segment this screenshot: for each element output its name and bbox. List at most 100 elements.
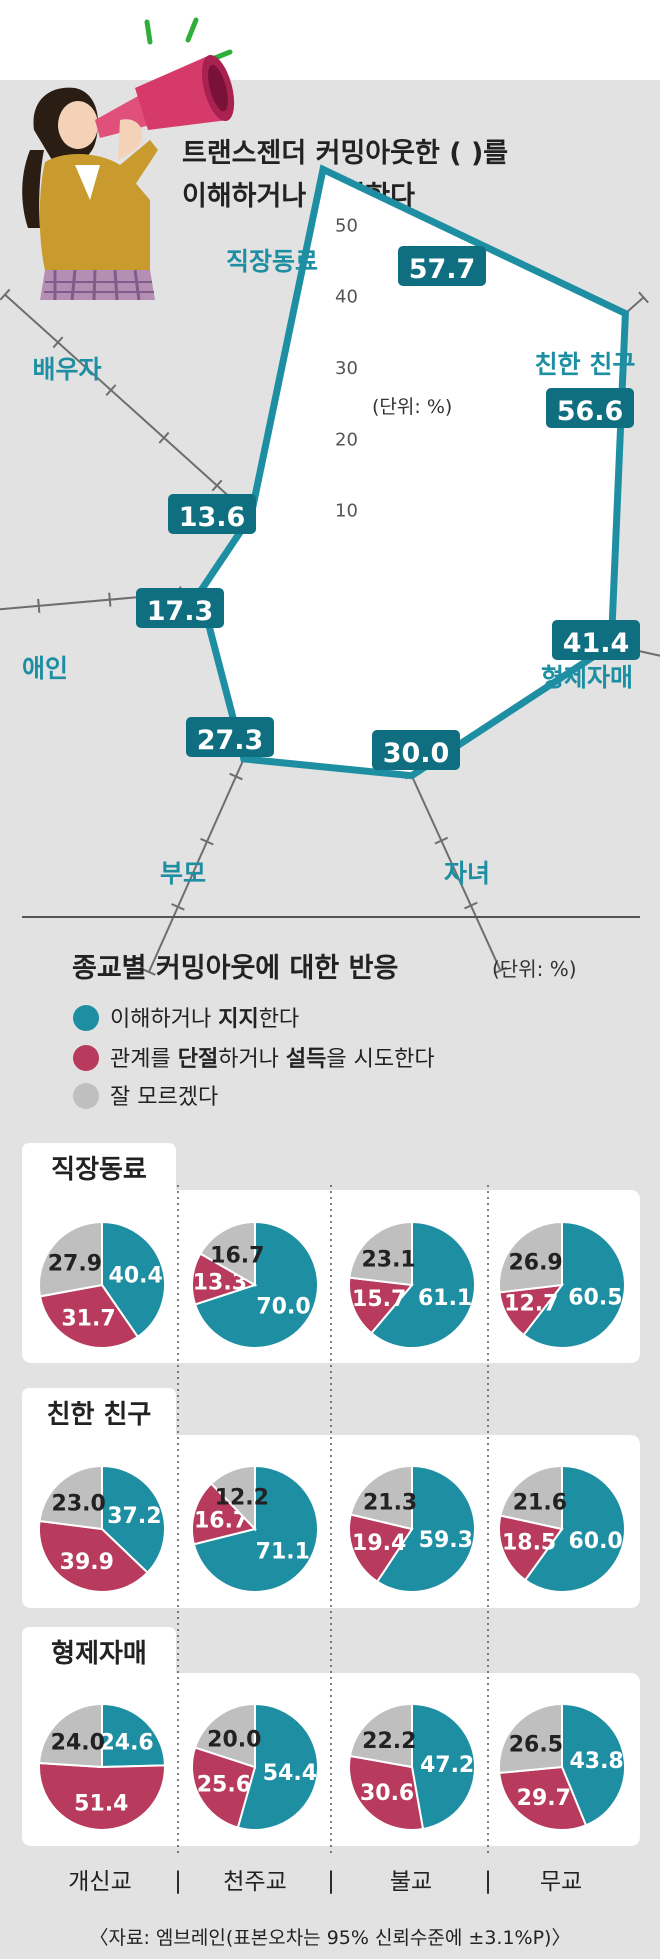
- radar-tick-mark: [434, 836, 449, 845]
- pie-value-label: 29.7: [517, 1786, 571, 1811]
- radar-tick-mark: [638, 291, 649, 304]
- pie-value-label: 60.0: [568, 1529, 622, 1554]
- pie-slice: [193, 1702, 256, 1769]
- megaphone-illustration: [22, 17, 235, 301]
- radar-value-label: 41.4: [563, 628, 630, 659]
- pie-section-unit: (단위: %): [492, 957, 577, 981]
- radar-axis-label: 애인: [22, 654, 68, 683]
- pie-value-label: 21.6: [513, 1491, 567, 1516]
- radar-value-label: 27.3: [197, 725, 264, 756]
- religion-labels: 개신교 천주교 불교 무교 | | |: [68, 1868, 582, 1895]
- legend-swatch: [73, 1083, 99, 1109]
- pie-value-label: 51.4: [74, 1791, 128, 1816]
- pie-slice: [38, 1761, 166, 1831]
- radar-tick-mark: [0, 288, 11, 301]
- pie-value-label: 19.4: [352, 1531, 406, 1556]
- radar-axis-label: 자녀: [444, 859, 490, 888]
- pie-value-label: 26.5: [509, 1732, 563, 1757]
- pie-value-label: 22.2: [362, 1729, 416, 1754]
- pie-slice: [375, 1464, 476, 1593]
- pie-value-label: 18.5: [502, 1531, 556, 1556]
- pie-slice: [209, 1464, 256, 1532]
- radar-scale-label: 20: [335, 429, 358, 450]
- religion-separator: |: [174, 1868, 182, 1894]
- radar-axis-label: 직장동료: [226, 247, 318, 276]
- pie-section-header: 종교별 커밍아웃에 대한 반응 (단위: %): [72, 953, 577, 984]
- pie-value-label: 23.1: [361, 1248, 415, 1273]
- radar-value-badge: [136, 588, 224, 628]
- pie-slice: [498, 1765, 588, 1831]
- group-panel: [22, 1627, 640, 1846]
- religion-separator: |: [327, 1868, 335, 1894]
- pie-slice: [38, 1220, 103, 1298]
- pie-slice: [191, 1482, 257, 1546]
- radar-value-label: 30.0: [383, 738, 450, 769]
- legend-label: 관계를 단절하거나 설득을 시도한다: [110, 1047, 435, 1072]
- radar-tick-mark: [108, 592, 112, 607]
- radar-unit-note: (단위: %): [372, 396, 452, 418]
- pie-value-label: 43.8: [569, 1749, 623, 1774]
- radar-value-label: 56.6: [557, 396, 624, 427]
- pie-value-label: 27.9: [48, 1251, 102, 1276]
- radar-value-badge: [552, 620, 640, 660]
- radar-value-badge: [398, 246, 486, 286]
- pie-value-label: 70.0: [256, 1295, 310, 1320]
- radar-tick-mark: [171, 903, 185, 911]
- radar-scale-label: 50: [335, 215, 358, 236]
- radar-value-badge: [186, 717, 274, 757]
- radar-tick-mark: [105, 384, 117, 396]
- radar-value-badge: [546, 388, 634, 428]
- radar-axis-label: 친한 친구: [535, 350, 636, 379]
- legend-swatch: [73, 1005, 99, 1031]
- pie-slice: [349, 1464, 413, 1531]
- radar-scale-label: 10: [335, 501, 358, 522]
- pie-value-label: 61.1: [418, 1286, 472, 1311]
- radar-tick-mark: [52, 336, 64, 349]
- radar-value-label: 13.6: [179, 502, 246, 533]
- pie-value-label: 37.2: [107, 1504, 161, 1529]
- religion-label: 개신교: [68, 1869, 131, 1895]
- legend-swatch: [73, 1045, 99, 1071]
- radar-tick-mark: [211, 479, 223, 492]
- legend-label: 이해하거나 지지한다: [110, 1007, 299, 1032]
- pie-value-label: 16.7: [210, 1244, 264, 1269]
- group-label: 형제자매: [51, 1639, 147, 1669]
- pie-slice: [236, 1702, 319, 1831]
- radar-value-badge: [168, 494, 256, 534]
- pie-slice: [348, 1276, 414, 1335]
- radar-tick-mark: [158, 431, 170, 444]
- radar-tick-mark: [37, 598, 41, 613]
- radar-tick-mark: [229, 772, 243, 781]
- pie-value-label: 59.3: [419, 1528, 473, 1553]
- radar-tick-mark: [493, 966, 508, 975]
- pie-value-label: 24.0: [51, 1730, 105, 1755]
- radar-tick-mark: [200, 837, 214, 846]
- radar-value-label: 17.3: [147, 596, 214, 627]
- pie-value-label: 15.7: [352, 1287, 406, 1312]
- pie-slice: [38, 1702, 103, 1769]
- pie-value-label: 26.9: [508, 1251, 562, 1276]
- pie-slice: [522, 1220, 626, 1349]
- pie-value-label: 31.7: [61, 1307, 115, 1332]
- pie-value-label: 60.5: [568, 1285, 622, 1310]
- pie-slice: [498, 1514, 564, 1582]
- chart-title-line1: 트랜스젠더 커밍아웃한 ( )를: [182, 138, 508, 169]
- pie-value-label: 21.3: [363, 1490, 417, 1515]
- pie-slice: [498, 1702, 563, 1775]
- radar-axis-label: 부모: [160, 859, 206, 888]
- pie-value-label: 25.6: [197, 1773, 251, 1798]
- legend-label: 잘 모르겠다: [110, 1085, 218, 1110]
- radar-chart: 10 20 30 40 50 (단위: %) 직장동료 57.7 친한 친구 56.6 형제자매 41…: [0, 164, 660, 976]
- radar-tick-mark: [142, 968, 156, 976]
- radar-value-label: 57.7: [409, 254, 476, 285]
- religion-label: 불교: [390, 1869, 432, 1895]
- pie-slice: [411, 1702, 476, 1831]
- pie-value-label: 71.1: [256, 1540, 310, 1565]
- source-note: 〈자료: 엠브레인(표본오차는 95% 신뢰수준에 ±3.1%P)〉: [90, 1927, 571, 1949]
- radar-scale-label: 40: [335, 287, 358, 308]
- pie-value-label: 24.6: [99, 1731, 153, 1756]
- pie-value-label: 54.4: [263, 1761, 317, 1786]
